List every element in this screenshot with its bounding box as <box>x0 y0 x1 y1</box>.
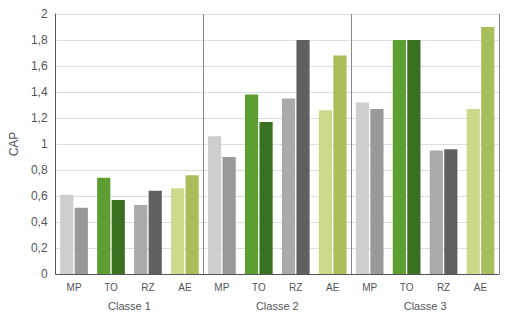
svg-text:Classe 1: Classe 1 <box>108 300 151 312</box>
svg-text:1,8: 1,8 <box>31 33 48 47</box>
svg-text:CAP: CAP <box>7 132 21 157</box>
svg-text:AE: AE <box>474 282 488 293</box>
svg-text:0: 0 <box>41 267 48 281</box>
svg-text:TO: TO <box>252 282 266 293</box>
svg-text:RZ: RZ <box>141 282 154 293</box>
svg-text:MP: MP <box>67 282 82 293</box>
svg-text:AE: AE <box>326 282 340 293</box>
svg-text:AE: AE <box>178 282 192 293</box>
svg-text:1,4: 1,4 <box>31 85 48 99</box>
svg-text:0,6: 0,6 <box>31 189 48 203</box>
svg-text:Classe 3: Classe 3 <box>404 300 447 312</box>
svg-text:1,6: 1,6 <box>31 59 48 73</box>
svg-text:1: 1 <box>41 137 48 151</box>
svg-text:RZ: RZ <box>437 282 450 293</box>
svg-text:1,2: 1,2 <box>31 111 48 125</box>
svg-text:0,8: 0,8 <box>31 163 48 177</box>
svg-text:0,2: 0,2 <box>31 241 48 255</box>
svg-text:Classe 2: Classe 2 <box>256 300 299 312</box>
svg-text:0,4: 0,4 <box>31 215 48 229</box>
svg-text:TO: TO <box>400 282 414 293</box>
svg-text:TO: TO <box>104 282 118 293</box>
svg-text:MP: MP <box>214 282 229 293</box>
svg-text:2: 2 <box>41 7 48 21</box>
svg-text:RZ: RZ <box>289 282 302 293</box>
svg-text:MP: MP <box>362 282 377 293</box>
